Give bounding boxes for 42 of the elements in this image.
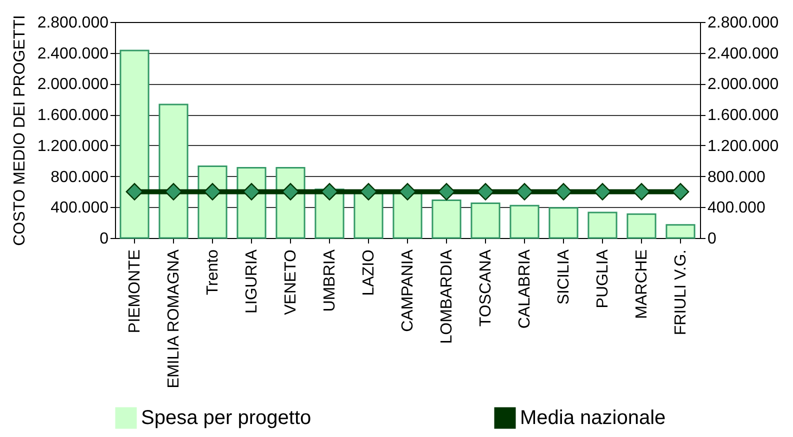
- x-tick-label: PUGLIA: [594, 249, 612, 308]
- y-axis-title: COSTO MEDIO DEI PROGETTI: [11, 15, 28, 246]
- y2-tick-label: 1.600.000: [708, 107, 779, 124]
- y-tick-label: 800.000: [50, 168, 109, 186]
- y-tick-label: 0: [100, 230, 109, 248]
- bar: [120, 50, 150, 239]
- y-tick-label: 2.800.000: [37, 14, 109, 32]
- x-tick-label: UMBRIA: [322, 249, 338, 312]
- x-tick-label: LIGURIA: [244, 249, 260, 314]
- legend-label: Spesa per progetto: [141, 407, 312, 429]
- bar: [626, 213, 656, 239]
- bar: [158, 104, 188, 239]
- bar: [666, 224, 696, 239]
- x-tick-label: LOMBARDIA: [438, 249, 456, 344]
- x-tick-label: FRIULI V.G.: [672, 250, 690, 336]
- y2-tick-label: 400.000: [708, 200, 766, 217]
- y2-tick-label: 2.400.000: [708, 45, 779, 62]
- x-tick-label: TOSCANA: [478, 249, 494, 327]
- x-tick-label: EMILIA ROMAGNA: [166, 249, 182, 388]
- y2-tick-label: 2.800.000: [708, 14, 779, 32]
- y2-tick-label: 800.000: [708, 168, 766, 186]
- y-tick-label: 1.600.000: [37, 107, 109, 124]
- x-tick-label: CALABRIA: [516, 249, 534, 329]
- y-tick-label: 400.000: [50, 200, 109, 217]
- bar: [470, 202, 500, 239]
- y2-tick-label: 0: [708, 230, 716, 248]
- x-tick-label: VENETO: [282, 250, 300, 315]
- x-tick-label: PIEMONTE: [126, 250, 144, 334]
- x-tick-label: CAMPANIA: [400, 249, 416, 332]
- x-tick-label: MARCHE: [634, 250, 650, 319]
- legend-label: Media nazionale: [520, 407, 666, 429]
- bar: [510, 204, 540, 239]
- y-tick-label: 1.200.000: [37, 138, 109, 155]
- x-tick-label: Trento: [204, 249, 222, 296]
- y-tick-label: 2.400.000: [37, 45, 109, 62]
- x-tick-label: SICILIA: [556, 249, 572, 305]
- x-tick-label: LAZIO: [360, 250, 378, 296]
- y2-tick-label: 2.000.000: [708, 76, 779, 94]
- bar: [588, 212, 618, 239]
- y2-tick-label: 1.200.000: [708, 138, 779, 155]
- bar: [548, 207, 578, 239]
- y-tick-label: 2.000.000: [37, 76, 109, 94]
